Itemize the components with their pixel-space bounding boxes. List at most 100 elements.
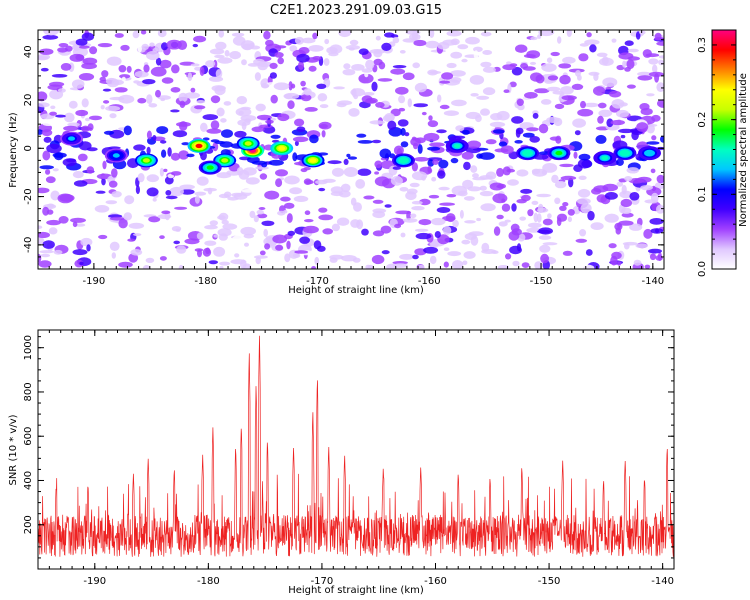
heatmap-cell (365, 97, 378, 104)
heatmap-cell (384, 32, 395, 38)
heatmap-cell (287, 230, 296, 236)
heatmap-cell (105, 200, 118, 205)
snr-ytick-label: 400 (23, 471, 34, 490)
heatmap-cell (166, 39, 182, 50)
heatmap-cell (118, 218, 128, 229)
heatmap-cell (39, 165, 54, 170)
heatmap-hotspot (244, 141, 252, 146)
heatmap-cell (585, 249, 593, 256)
heatmap-cell (231, 32, 245, 37)
heatmap-cell (114, 33, 124, 38)
heatmap-cell (562, 56, 576, 64)
heatmap-cell (597, 115, 604, 124)
heatmap-cell (412, 30, 418, 41)
heatmap-cell (541, 63, 557, 72)
heatmap-cell (292, 136, 309, 143)
heatmap-cell (573, 164, 583, 172)
heatmap-cell (317, 152, 329, 156)
snr-series (38, 335, 674, 557)
heatmap-cell (482, 66, 496, 73)
heatmap-cell (522, 66, 536, 71)
heatmap-cell (438, 186, 450, 191)
heatmap-cell (118, 94, 135, 104)
heatmap-cell (141, 43, 149, 51)
colorbar-tick-label: 0.1 (697, 186, 708, 202)
heatmap-cell (643, 228, 653, 239)
heatmap-cell (542, 218, 553, 226)
heatmap-cell (283, 92, 300, 100)
heatmap-cell (150, 66, 167, 77)
heatmap-cell (620, 198, 632, 208)
heatmap-cell (148, 103, 158, 108)
heatmap-ytick-label: -20 (23, 188, 34, 204)
heatmap-cell (558, 63, 572, 69)
heatmap-cell (637, 71, 652, 77)
heatmap-cell (338, 30, 351, 38)
heatmap-cell (81, 32, 95, 41)
colorbar-ticks: 0.0 0.1 0.2 0.3 (697, 37, 736, 277)
heatmap-cell (318, 187, 326, 192)
heatmap-cell (357, 140, 373, 144)
heatmap-cell (109, 113, 117, 119)
heatmap-cell (253, 255, 268, 259)
heatmap-cell (218, 233, 228, 241)
heatmap-cell (303, 178, 312, 185)
heatmap-cell (646, 93, 655, 97)
heatmap-cell (546, 86, 561, 92)
heatmap-cell (100, 39, 110, 45)
heatmap-cell (372, 199, 384, 204)
heatmap-cell (343, 167, 359, 177)
heatmap-cell (521, 194, 531, 202)
heatmap-cell (317, 93, 328, 102)
heatmap-cell (648, 71, 664, 77)
heatmap-cell (400, 127, 406, 136)
heatmap-cell (296, 53, 310, 63)
heatmap-cell (374, 160, 383, 169)
heatmap-cell (216, 172, 232, 179)
heatmap-cell (645, 53, 660, 58)
heatmap-cell (269, 72, 277, 79)
heatmap-cell (402, 218, 418, 223)
heatmap-cell (438, 159, 449, 169)
heatmap-cell (71, 79, 85, 89)
heatmap-cell (536, 193, 551, 198)
heatmap-cell (378, 61, 386, 70)
heatmap-cell (481, 242, 490, 252)
heatmap-cell (81, 98, 89, 108)
heatmap-cell (428, 194, 440, 199)
heatmap-cell (294, 140, 299, 146)
heatmap-cell (268, 159, 284, 166)
heatmap-cell (521, 262, 530, 268)
heatmap-cell (54, 152, 64, 161)
heatmap-cell (515, 129, 521, 138)
heatmap-cell (462, 129, 470, 135)
heatmap-cell (621, 184, 627, 195)
heatmap-cell (414, 82, 427, 93)
heatmap-cell (170, 171, 182, 176)
heatmap-cell (274, 45, 287, 49)
colorbar-label: Normalized spectral amplitude (738, 73, 749, 227)
heatmap-cell (621, 207, 632, 214)
heatmap-cell (439, 80, 451, 84)
heatmap-cell (218, 30, 225, 38)
heatmap-cell (190, 63, 200, 67)
heatmap-cell (256, 209, 264, 215)
heatmap-cell (300, 80, 306, 87)
snr-ytick-label: 800 (23, 382, 34, 401)
snr-xlabel: Height of straight line (km) (288, 585, 424, 596)
heatmap-cell (436, 207, 451, 213)
heatmap-cell (147, 224, 154, 229)
heatmap-cell (609, 90, 622, 98)
snr-xtick-label: -150 (538, 576, 561, 587)
heatmap-cell (516, 243, 522, 252)
heatmap-cell (390, 68, 406, 75)
heatmap-cell (215, 69, 223, 79)
heatmap-cell (415, 228, 429, 232)
heatmap-cell (209, 48, 225, 55)
heatmap-cell (559, 74, 571, 85)
heatmap-cell (39, 250, 54, 254)
heatmap-cell (163, 168, 168, 173)
heatmap-cell (270, 134, 281, 139)
heatmap-hotspot (400, 158, 407, 163)
heatmap-cell (502, 64, 516, 71)
